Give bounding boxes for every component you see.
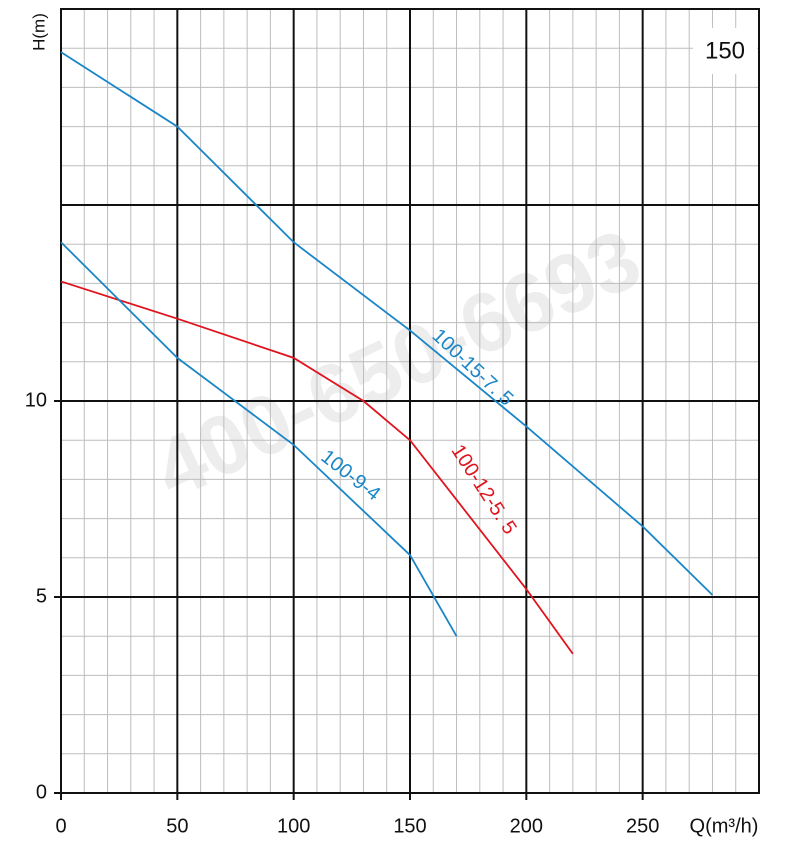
box-label: 150 [705, 37, 745, 64]
box [693, 28, 757, 74]
curve-label: 100-12-5. 5 [447, 441, 521, 539]
curve [60, 280, 574, 655]
y-axis-label: H(m) [29, 13, 48, 51]
curve [60, 51, 714, 596]
x-tick-label: 0 [55, 815, 66, 837]
x-tick-label: 250 [626, 815, 659, 837]
x-axis-label: Q(m³/h) [690, 815, 759, 837]
x-tick-label: 50 [166, 815, 188, 837]
x-tick-label: 100 [277, 815, 310, 837]
y-tick-label: 10 [25, 389, 47, 411]
x-tick-label: 200 [510, 815, 543, 837]
curve [60, 241, 458, 637]
y-tick-label: 5 [36, 585, 47, 607]
x-tick-label: 150 [393, 815, 426, 837]
y-tick-label: 0 [36, 781, 47, 803]
